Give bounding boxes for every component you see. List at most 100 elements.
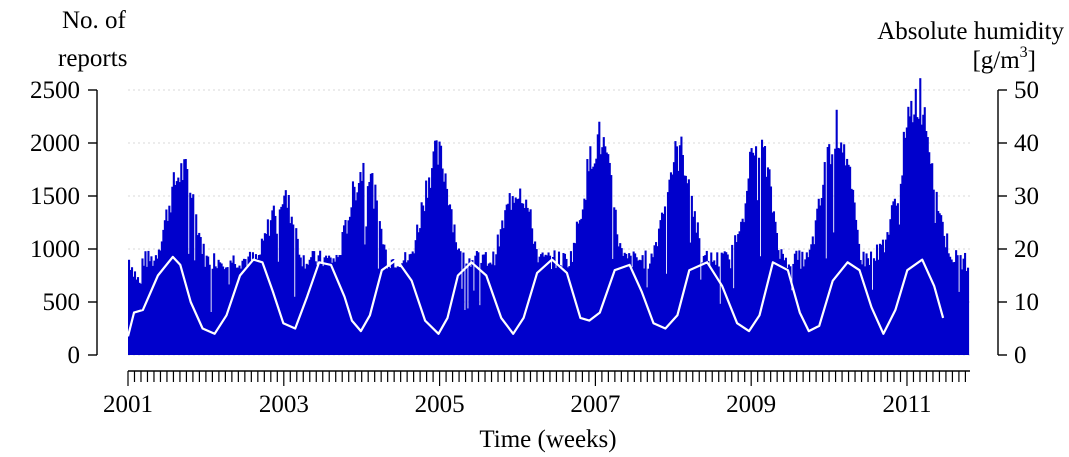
report-bar xyxy=(434,140,437,355)
report-bar xyxy=(716,252,719,355)
report-bar xyxy=(941,221,944,355)
report-bar xyxy=(753,155,756,355)
report-bar xyxy=(275,233,278,355)
report-bar xyxy=(717,266,720,355)
report-bar xyxy=(480,262,483,355)
report-bar xyxy=(925,131,928,355)
report-bar xyxy=(604,146,607,355)
report-bar xyxy=(783,260,786,355)
report-bar xyxy=(913,114,916,355)
report-bar xyxy=(477,252,480,355)
report-bar xyxy=(608,162,611,355)
report-bar xyxy=(959,255,962,355)
report-bar xyxy=(905,127,908,355)
report-bar xyxy=(862,251,865,355)
report-bar xyxy=(655,242,658,355)
report-bar xyxy=(256,258,259,355)
report-bar xyxy=(810,244,813,355)
report-bar xyxy=(768,169,771,355)
report-bar xyxy=(595,158,598,355)
report-bar xyxy=(245,266,249,355)
report-bar xyxy=(201,253,204,355)
report-bar xyxy=(251,252,254,355)
report-bar xyxy=(553,250,556,355)
report-bar xyxy=(180,163,183,355)
report-bar xyxy=(169,212,172,355)
report-bar xyxy=(265,233,268,355)
report-bar xyxy=(732,288,735,355)
report-bar xyxy=(481,254,484,355)
report-bar xyxy=(889,219,892,355)
report-bar xyxy=(386,268,389,355)
report-bar xyxy=(577,223,580,355)
report-bar xyxy=(837,147,840,355)
report-bar xyxy=(241,260,244,355)
report-bar xyxy=(272,205,275,355)
report-bar xyxy=(964,252,967,355)
report-bar xyxy=(684,175,687,355)
report-bar xyxy=(313,251,316,355)
report-bar xyxy=(493,265,496,355)
right-axis-unit-superscript: 3 xyxy=(1020,44,1028,61)
report-bar xyxy=(254,254,257,355)
report-bar xyxy=(187,253,190,355)
report-bar xyxy=(656,246,659,355)
report-bar xyxy=(883,252,886,355)
report-bar xyxy=(199,237,202,355)
report-bar xyxy=(571,261,574,355)
report-bar xyxy=(289,223,292,355)
report-bar xyxy=(556,263,559,355)
report-bar xyxy=(614,209,617,355)
report-bar xyxy=(786,267,789,355)
report-bar xyxy=(695,232,698,355)
report-bar xyxy=(517,198,520,355)
report-bar xyxy=(416,224,419,355)
report-bar xyxy=(499,229,502,355)
report-bar xyxy=(314,261,317,355)
report-bar xyxy=(952,262,955,355)
report-bar xyxy=(752,152,755,355)
report-bar xyxy=(819,205,822,355)
report-bar xyxy=(596,134,599,355)
report-bar xyxy=(447,205,450,355)
report-bar xyxy=(437,164,440,355)
report-bar xyxy=(445,188,449,355)
report-bar xyxy=(919,78,922,356)
report-bar xyxy=(366,186,369,355)
x-axis-title: Time (weeks) xyxy=(479,426,616,453)
report-bar xyxy=(780,249,783,355)
left-tick-label-0: 0 xyxy=(68,342,81,369)
report-bar xyxy=(417,232,420,355)
report-bar xyxy=(529,209,532,355)
report-bar xyxy=(150,256,153,355)
report-bar xyxy=(749,151,752,355)
report-bar xyxy=(872,258,876,355)
humidity-line xyxy=(126,255,945,337)
report-bar xyxy=(844,165,847,355)
report-bar xyxy=(611,258,614,355)
report-bar xyxy=(746,190,749,355)
report-bar xyxy=(183,159,186,355)
x-tick-label-2001: 2001 xyxy=(103,391,153,418)
report-bar xyxy=(235,267,238,355)
report-bar xyxy=(443,181,446,355)
report-bar xyxy=(193,260,196,355)
report-bar xyxy=(568,266,571,355)
report-bar xyxy=(351,181,355,355)
report-bar xyxy=(687,179,690,355)
report-bar xyxy=(284,190,287,355)
report-bar xyxy=(926,137,929,355)
report-bar xyxy=(669,172,673,355)
report-bar xyxy=(538,256,541,355)
report-bar xyxy=(675,146,678,355)
report-bar xyxy=(738,231,741,355)
report-bar xyxy=(884,239,887,355)
report-bar xyxy=(756,200,759,355)
report-bar xyxy=(708,267,711,355)
report-bar xyxy=(914,88,917,355)
x-tick-label-2011: 2011 xyxy=(882,391,931,418)
report-bar xyxy=(666,192,670,355)
report-bar xyxy=(440,145,443,355)
report-bar xyxy=(157,249,160,355)
report-bar xyxy=(886,232,889,355)
